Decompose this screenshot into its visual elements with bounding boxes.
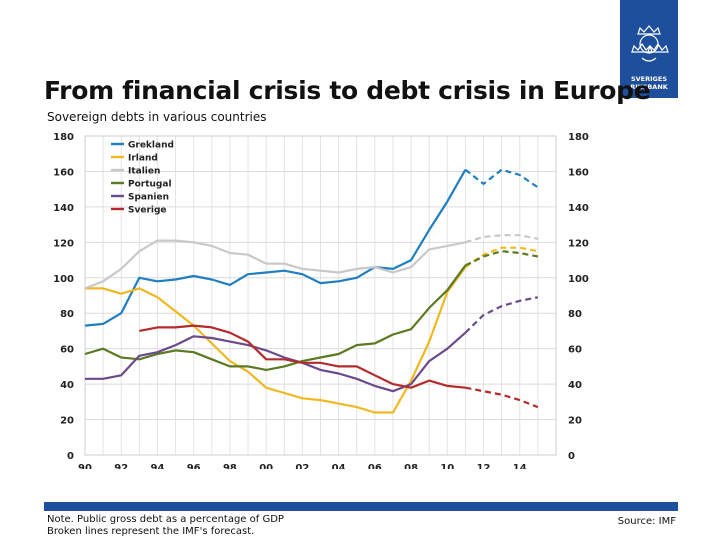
series-line-grekland xyxy=(84,169,467,327)
plot-frame xyxy=(84,135,557,456)
legend-label-irland: Irland xyxy=(128,154,158,164)
x-tick-label: 14 xyxy=(513,463,527,469)
series-line-sverige xyxy=(139,324,466,389)
page-title: From financial crisis to debt crisis in … xyxy=(44,76,651,105)
chart-gridlines xyxy=(84,135,557,456)
x-tick-label: 92 xyxy=(114,463,128,469)
x-tick-label: 06 xyxy=(368,463,382,469)
y-tick-label-right: 160 xyxy=(568,167,589,178)
y-tick-label-left: 80 xyxy=(60,309,74,320)
forecast-line-italien xyxy=(465,234,539,244)
series-line-spanien xyxy=(85,331,467,393)
x-tick-label: 90 xyxy=(78,463,92,469)
legend-label-sverige: Sverige xyxy=(128,206,167,216)
y-tick-label-left: 100 xyxy=(53,274,74,285)
y-tick-label-left: 0 xyxy=(67,451,74,462)
page-subtitle: Sovereign debts in various countries xyxy=(47,110,267,124)
footer-divider-bar xyxy=(44,502,678,511)
x-tick-label: 94 xyxy=(151,463,165,469)
x-tick-label: 02 xyxy=(295,463,309,469)
logo-text-line2: RIKSBANK xyxy=(630,83,669,91)
y-tick-label-right: 20 xyxy=(568,416,582,427)
chart-legend: Grekland Irland Italien Portugal Spanien Sver… xyxy=(111,141,174,216)
x-tick-label: 98 xyxy=(223,463,237,469)
y-tick-label-right: 180 xyxy=(568,132,589,143)
y-tick-label-left: 20 xyxy=(60,416,74,427)
logo-text-line1: SVERIGES xyxy=(631,75,667,83)
y-tick-label-right: 60 xyxy=(568,345,582,356)
riksbank-logo: SVERIGES RIKSBANK xyxy=(620,0,678,98)
footnote-line-2: Broken lines represent the IMF's forecas… xyxy=(47,526,255,537)
series-line-portugal xyxy=(84,264,467,371)
forecast-line-sverige xyxy=(465,386,539,409)
y-tick-label-right: 0 xyxy=(568,451,575,462)
legend-label-portugal: Portugal xyxy=(128,180,172,190)
x-tick-label: 10 xyxy=(440,463,454,469)
y-tick-label-right: 100 xyxy=(568,274,589,285)
y-tick-label-left: 140 xyxy=(53,203,74,214)
y-tick-label-left: 180 xyxy=(53,132,74,143)
forecast-line-grekland xyxy=(464,168,539,189)
y-tick-label-right: 40 xyxy=(568,380,582,391)
forecast-line-spanien xyxy=(464,296,539,334)
crown-emblem-icon: SVERIGES RIKSBANK xyxy=(630,25,669,91)
y-tick-label-right: 140 xyxy=(568,203,589,214)
x-tick-label: 96 xyxy=(187,463,201,469)
y-tick-label-right: 80 xyxy=(568,309,582,320)
y-tick-label-left: 160 xyxy=(53,167,74,178)
chart-series xyxy=(84,168,539,414)
footnote-line-1: Note. Public gross debt as a percentage … xyxy=(47,514,284,525)
x-tick-label: 08 xyxy=(404,463,418,469)
series-line-italien xyxy=(84,239,466,290)
y-tick-label-left: 40 xyxy=(60,380,74,391)
legend-label-italien: Italien xyxy=(128,167,160,177)
x-tick-label: 12 xyxy=(477,463,491,469)
legend-label-spanien: Spanien xyxy=(128,193,169,203)
y-tick-label-right: 120 xyxy=(568,238,589,249)
x-tick-label: 04 xyxy=(332,463,346,469)
footnote: Note. Public gross debt as a percentage … xyxy=(47,514,284,538)
source-label: Source: IMF xyxy=(617,516,676,527)
x-tick-label: 00 xyxy=(259,463,273,469)
legend-label-grekland: Grekland xyxy=(128,141,174,151)
y-tick-label-left: 120 xyxy=(53,238,74,249)
y-tick-label-left: 60 xyxy=(60,345,74,356)
series-line-irland xyxy=(85,266,467,414)
forecast-line-portugal xyxy=(464,250,539,267)
